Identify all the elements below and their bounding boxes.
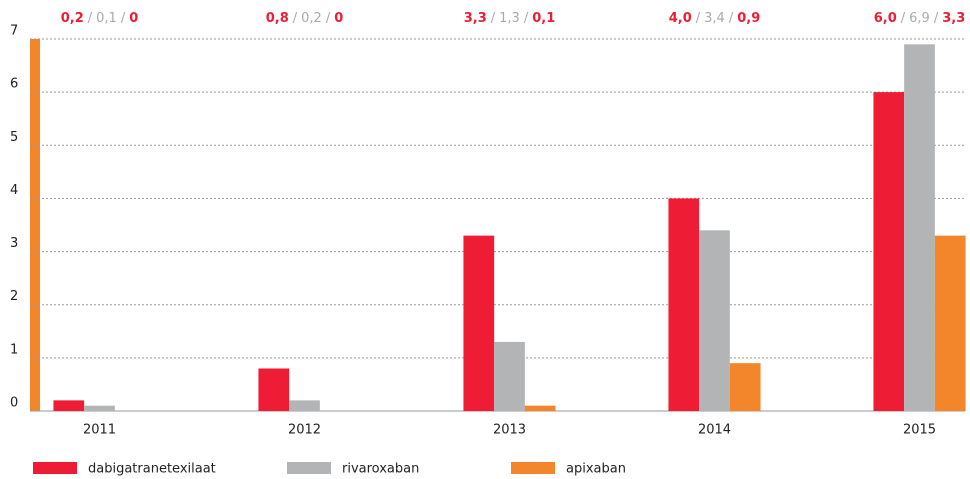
- value-label: 0,2: [61, 11, 84, 26]
- bar: [494, 341, 525, 411]
- value-label-group: 3,3/1,3/0,1: [464, 11, 556, 26]
- bar: [463, 235, 495, 411]
- value-label: 0: [129, 11, 138, 26]
- bar: [873, 92, 905, 412]
- bar: [668, 198, 700, 411]
- bar: [934, 235, 966, 411]
- bar: [699, 230, 730, 411]
- value-label: 0: [334, 11, 343, 26]
- value-label-group: 6,0/6,9/3,3: [874, 11, 966, 26]
- legend-label: dabigatranetexilaat: [88, 462, 216, 477]
- value-label: 3,3: [942, 11, 965, 26]
- separator: /: [524, 11, 529, 26]
- bar: [258, 368, 290, 411]
- separator: /: [696, 11, 701, 26]
- y-tick-label: 3: [10, 236, 18, 251]
- value-label: 4,0: [669, 11, 692, 26]
- x-tick-label: 2012: [288, 423, 321, 438]
- legend-swatch: [287, 462, 331, 474]
- y-tick-label: 5: [10, 130, 18, 145]
- legend-label: rivaroxaban: [342, 462, 419, 477]
- bar: [729, 363, 761, 411]
- value-label: 3,3: [464, 11, 487, 26]
- x-tick-label: 2015: [903, 423, 936, 438]
- y-tick-label: 4: [10, 183, 18, 198]
- legend-swatch: [511, 462, 555, 474]
- bar: [53, 400, 85, 411]
- separator: /: [934, 11, 939, 26]
- legend-swatch: [33, 462, 77, 474]
- value-label: 0,1: [96, 11, 117, 26]
- value-label: 3,4: [704, 11, 725, 26]
- value-label: 0,8: [266, 11, 289, 26]
- separator: /: [121, 11, 126, 26]
- x-tick-label: 2011: [83, 423, 116, 438]
- legend-label: apixaban: [566, 462, 626, 477]
- y-tick-label: 7: [10, 24, 18, 39]
- value-label: 6,9: [909, 11, 930, 26]
- separator: /: [901, 11, 906, 26]
- bar: [524, 405, 556, 411]
- axis-accent: [30, 39, 40, 411]
- bar: [289, 400, 320, 411]
- y-tick-label: 0: [10, 396, 18, 411]
- value-label: 0,2: [301, 11, 322, 26]
- separator: /: [729, 11, 734, 26]
- value-label: 1,3: [499, 11, 520, 26]
- bar: [84, 405, 115, 411]
- value-label: 6,0: [874, 11, 897, 26]
- y-tick-label: 6: [10, 77, 18, 92]
- separator: /: [88, 11, 93, 26]
- value-label-group: 0,8/0,2/0: [266, 11, 344, 26]
- y-tick-label: 2: [10, 289, 18, 304]
- separator: /: [326, 11, 331, 26]
- value-label-group: 4,0/3,4/0,9: [669, 11, 761, 26]
- value-label-group: 0,2/0,1/0: [61, 11, 139, 26]
- separator: /: [293, 11, 298, 26]
- bar: [904, 44, 935, 412]
- value-label: 0,9: [737, 11, 760, 26]
- x-tick-label: 2013: [493, 423, 526, 438]
- y-tick-label: 1: [10, 342, 18, 357]
- separator: /: [491, 11, 496, 26]
- value-label: 0,1: [532, 11, 555, 26]
- x-tick-label: 2014: [698, 423, 731, 438]
